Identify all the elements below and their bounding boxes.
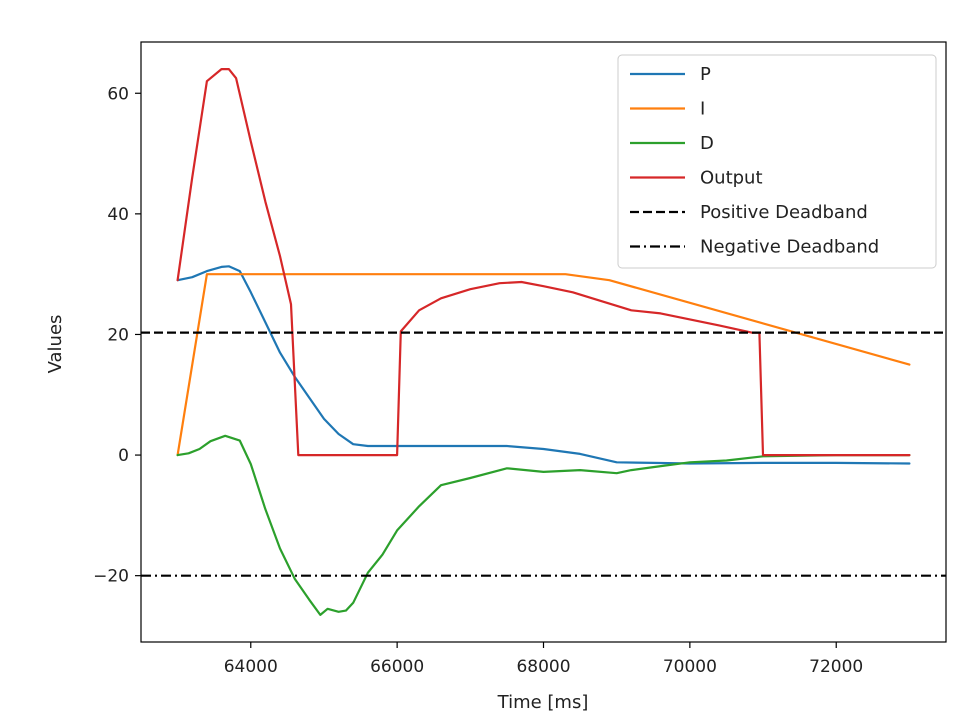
y-tick-label: −20 (93, 567, 129, 587)
y-tick-label: 40 (107, 205, 129, 225)
legend-label-positive-deadband: Positive Deadband (700, 202, 868, 223)
series-line-i (176, 273, 911, 457)
y-tick-label: 0 (118, 446, 129, 466)
x-tick-label: 64000 (224, 657, 278, 677)
x-tick-label: 72000 (809, 657, 863, 677)
y-tick-label: 20 (107, 325, 129, 345)
y-ticks: −20 0 20 40 60 (93, 84, 141, 587)
x-tick-label: 66000 (370, 657, 424, 677)
series-layer (141, 67, 946, 617)
legend-label-d: D (700, 133, 714, 154)
legend-label-output: Output (700, 168, 763, 189)
legend-box (617, 54, 937, 269)
x-tick-label: 68000 (516, 657, 570, 677)
legend: PID Output Positive Deadband Negative Deadb… (617, 54, 937, 269)
legend-label-negative-deadband: Negative Deadband (700, 237, 879, 258)
y-axis-label: Values (45, 315, 66, 374)
legend-label-i: I (700, 99, 705, 120)
x-ticks: 64000 66000 68000 70000 72000 (224, 642, 863, 677)
series-line-output (176, 67, 911, 457)
x-axis-label: Time [ms] (497, 692, 589, 713)
y-tick-label: 60 (107, 84, 129, 104)
series-line-d (176, 434, 911, 617)
legend-label-p: P (700, 64, 711, 85)
series-line-p (176, 265, 911, 465)
x-tick-label: 70000 (663, 657, 717, 677)
